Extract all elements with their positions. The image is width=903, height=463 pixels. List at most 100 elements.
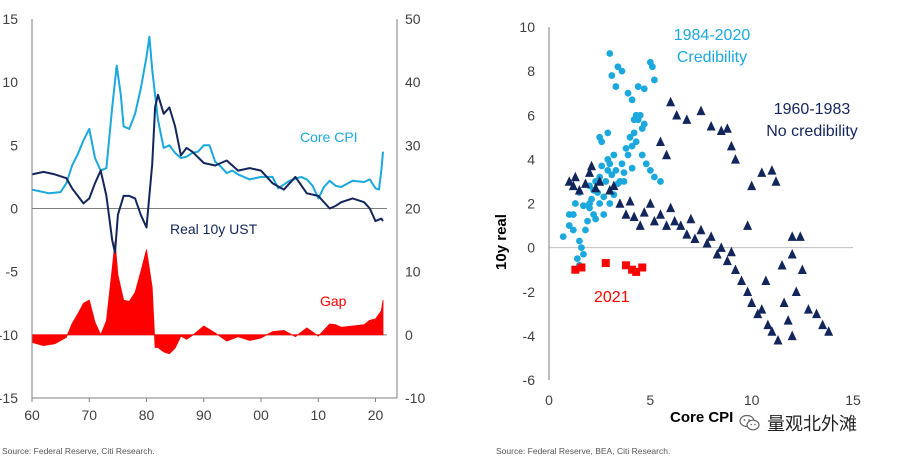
no-credibility-point [747, 180, 757, 191]
no-credibility-point [767, 165, 777, 175]
no-credibility-point [722, 123, 732, 133]
x-tick-label: 70 [81, 407, 97, 423]
wechat-icon [739, 414, 760, 431]
credibility-point [650, 173, 658, 181]
scatter-y-tick-label: 10 [519, 19, 535, 35]
no-credibility-point [568, 180, 578, 191]
credibility-point [602, 178, 610, 185]
no-credibility-point [696, 224, 706, 235]
credibility-point [650, 76, 658, 84]
right-chart: 10 8 6 4 2 0 -2 -4 -6 0 5 10 15 Core CPI 10y real 1984… [493, 19, 861, 426]
point-2021 [577, 263, 586, 272]
scatter-y-tick-label: 0 [527, 240, 535, 256]
no-credibility-point [682, 114, 692, 124]
x-tick-label: 00 [253, 407, 269, 423]
no-credibility-point [621, 209, 631, 219]
no-credibility-point [773, 335, 783, 345]
no-credibility-point [803, 304, 813, 314]
no-credibility-point [587, 160, 597, 171]
credibility-point [610, 151, 618, 159]
credibility-point [598, 162, 606, 170]
credibility-point [604, 129, 612, 137]
scatter-y-tick-label: -2 [523, 284, 536, 300]
credibility-point [640, 120, 648, 128]
no-credibility-point [639, 207, 649, 217]
credibility-point [559, 233, 567, 240]
credibility-point [646, 167, 654, 174]
credibility-point [628, 96, 636, 104]
no-credibility-point [737, 275, 747, 285]
x-tick-label: 60 [24, 407, 40, 423]
y-axis-title: 10y real [493, 214, 510, 270]
right-y-tick-label: 10 [405, 264, 421, 280]
credibility-point [632, 111, 640, 119]
right-y-tick-label: 40 [405, 74, 421, 90]
no-credibility-point [763, 319, 773, 330]
x-tick-label: 20 [368, 407, 384, 423]
no-credibility-point [787, 330, 797, 341]
credibility-point [630, 129, 638, 137]
no-credibility-point [730, 264, 740, 274]
point-2021 [622, 261, 631, 270]
no-credibility-point [812, 308, 822, 319]
credibility-point [586, 204, 593, 212]
point-2021 [601, 259, 610, 268]
no-credibility-point [645, 198, 655, 208]
credibility-point [642, 160, 650, 168]
gap-area [31, 241, 384, 355]
no-credibility-point [625, 196, 635, 206]
no-credibility-point [635, 220, 645, 230]
label-2021: 2021 [594, 289, 630, 306]
credibility-point [606, 50, 614, 57]
scatter-x-tick-label: 0 [545, 392, 553, 408]
no-credibility-point [580, 178, 590, 188]
no-credibility-point [690, 233, 700, 244]
credibility-point [646, 58, 654, 66]
scatter-y-tick-label: 4 [527, 151, 535, 167]
no-credibility-point [779, 297, 789, 308]
credibility-point [596, 133, 604, 141]
no-credibility-point [726, 140, 736, 151]
credibility-point [573, 255, 581, 263]
point-2021 [638, 263, 647, 272]
right-y-tick-label: -10 [405, 390, 425, 406]
no-credibility-point [615, 198, 625, 208]
credibility-point [600, 193, 608, 201]
no-credibility-point [743, 286, 753, 296]
credibility-point [569, 226, 577, 234]
no-credibility-point [743, 220, 753, 230]
no-credibility-point [662, 220, 672, 230]
credibility-point [628, 142, 636, 150]
credibility-point [624, 89, 632, 97]
real-10y-ust-label: Real 10y UST [170, 221, 258, 237]
point-2021 [632, 267, 641, 276]
credibility-point [618, 67, 626, 75]
no-credibility-label-line2: No credibility [766, 123, 858, 140]
no-credibility-label-line1: 1960-1983 [774, 101, 851, 118]
credibility-point [565, 222, 573, 229]
credibility-point [580, 202, 587, 210]
no-credibility-point [666, 202, 676, 213]
no-credibility-point [655, 136, 665, 146]
left-y-tick-label: 0 [10, 201, 18, 217]
credibility-point [657, 178, 664, 185]
credibility-point [620, 178, 628, 185]
left-y-tick-label: 10 [2, 74, 18, 90]
scatter-y-tick-label: 8 [527, 63, 535, 79]
no-credibility-point [672, 110, 682, 120]
point-2021 [571, 265, 580, 274]
credibility-point [606, 160, 614, 168]
no-credibility-point [706, 121, 716, 131]
credibility-point [596, 200, 604, 207]
no-credibility-point [747, 297, 757, 308]
no-credibility-point [777, 260, 787, 270]
no-credibility-point [696, 105, 706, 116]
no-credibility-point [730, 154, 740, 164]
no-credibility-point [666, 96, 676, 107]
credibility-point [580, 250, 587, 258]
credibility-point [612, 167, 620, 174]
left-chart: 151050-5-10-1550403020100-10607080900010… [0, 11, 425, 423]
credibility-point [612, 83, 620, 90]
no-credibility-point [670, 215, 680, 226]
